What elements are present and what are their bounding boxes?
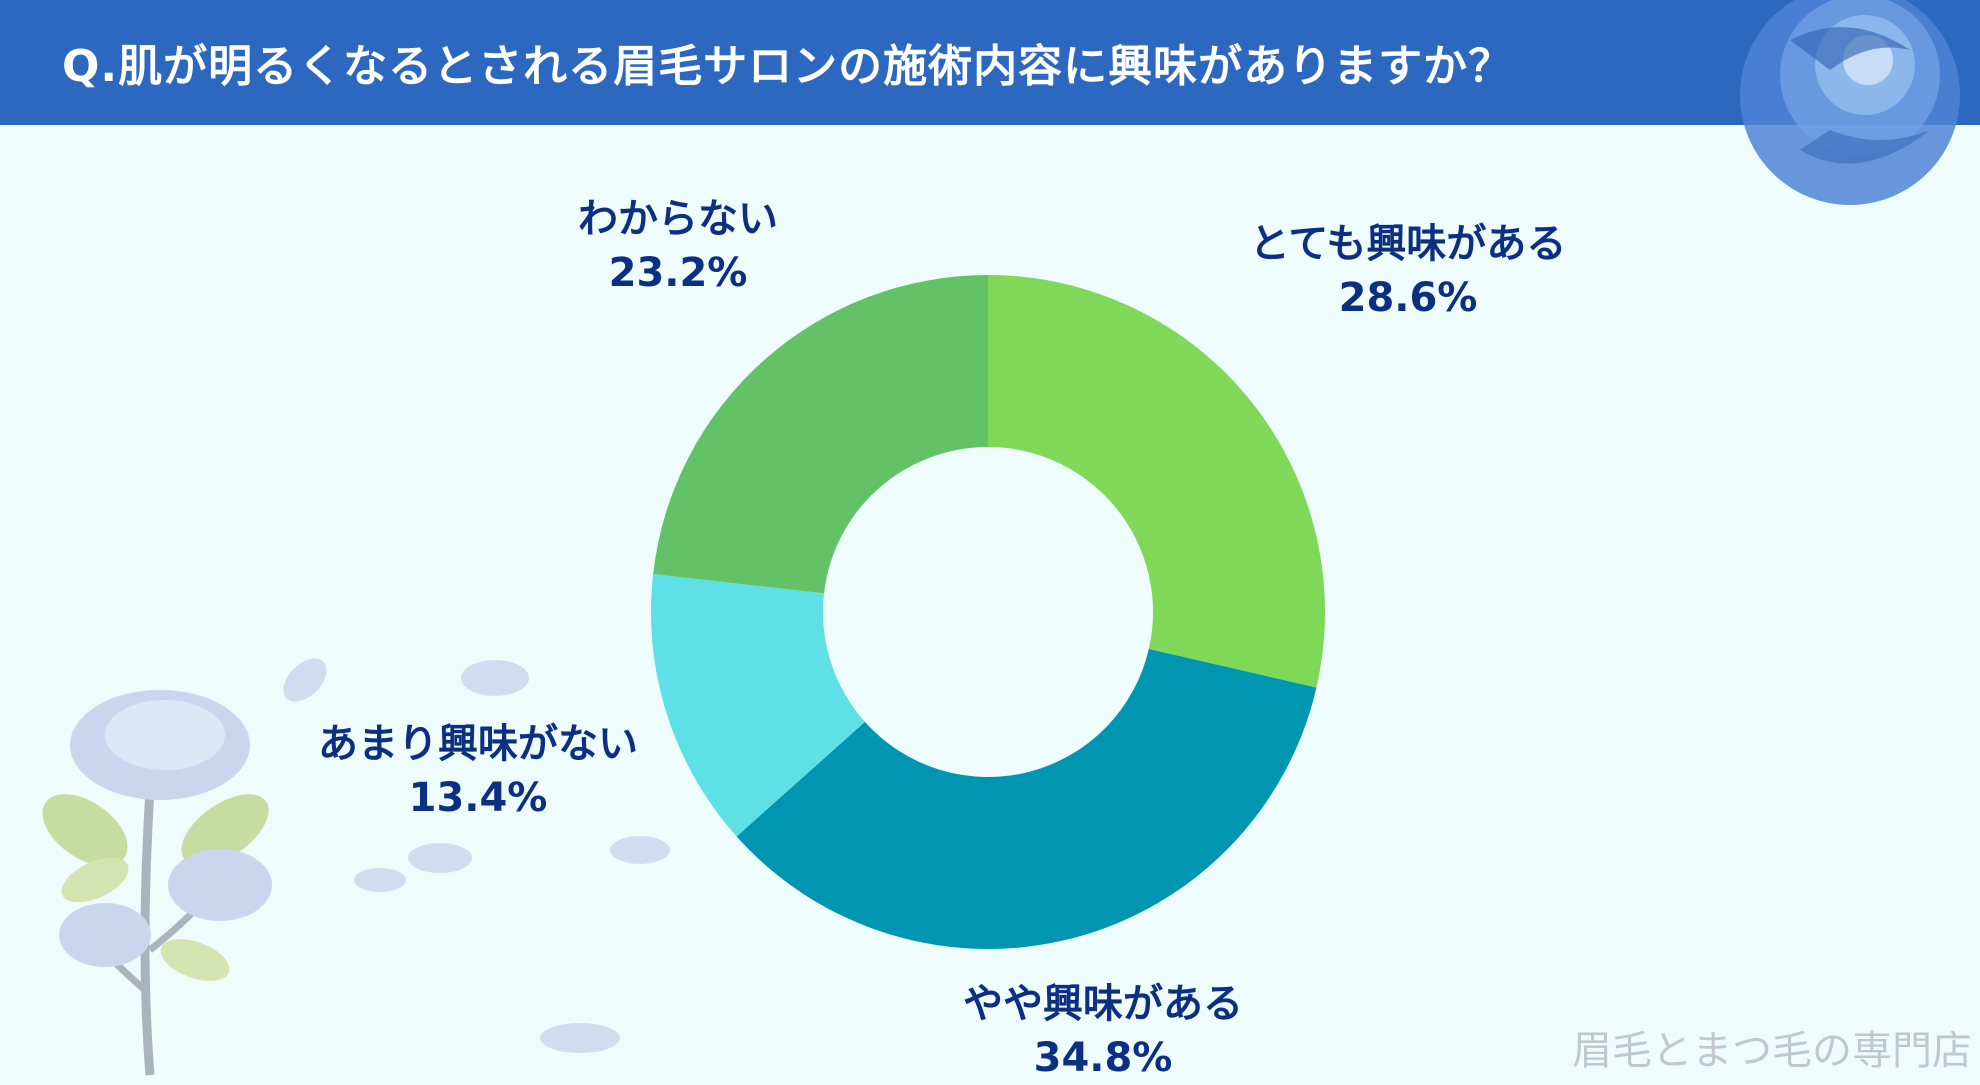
slice-label: とても興味がある 28.6%	[1250, 217, 1567, 325]
slice-label: わからない 23.2%	[578, 192, 778, 300]
donut-slice	[736, 649, 1317, 950]
slice-name: やや興味がある	[963, 981, 1243, 1027]
slice-value: 34.8%	[1033, 1035, 1173, 1081]
slice-value: 23.2%	[608, 250, 748, 296]
slice-name: あまり興味がない	[318, 721, 638, 767]
donut-chart	[651, 275, 1325, 950]
petal-icon	[283, 658, 670, 1053]
donut-slice	[988, 275, 1325, 688]
slice-name: とても興味がある	[1249, 221, 1567, 267]
slice-value: 13.4%	[408, 775, 548, 821]
slice-name: わからない	[578, 196, 778, 242]
slice-label: やや興味がある 34.8%	[963, 977, 1243, 1085]
title-banner: Q.肌が明るくなるとされる眉毛サロンの施術内容に興味がありますか？	[0, 0, 1980, 125]
chart-title: Q.肌が明るくなるとされる眉毛サロンの施術内容に興味がありますか？	[62, 41, 1514, 92]
slice-label: あまり興味がない 13.4%	[318, 717, 638, 825]
watermark: 眉毛とまつ毛の専門店	[1572, 1028, 1972, 1074]
blue-rose-icon	[1740, 0, 1960, 205]
donut-slice	[653, 275, 988, 594]
slice-value: 28.6%	[1338, 275, 1478, 321]
donut-slice	[651, 573, 865, 837]
rose-bouquet-icon	[42, 690, 272, 1076]
